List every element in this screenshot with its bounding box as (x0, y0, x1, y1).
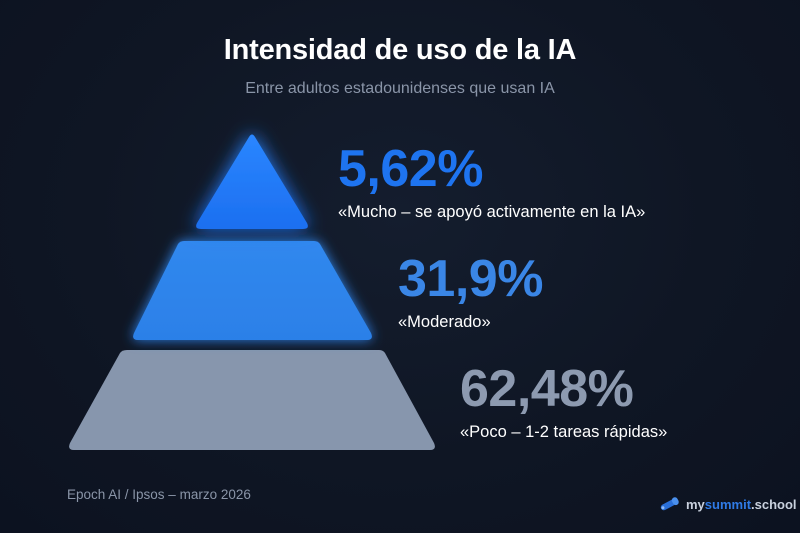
pyramid-tier-high (196, 134, 308, 229)
tier-description: «Moderado» (398, 313, 491, 331)
brand-part-school: .school (751, 496, 797, 512)
tier-value: 31,9% (398, 250, 543, 308)
pyramid-tier-low (69, 350, 435, 450)
tier-description: «Poco – 1-2 tareas rápidas» (460, 423, 668, 441)
tier-description: «Mucho – se apoyó activamente en la IA» (338, 203, 646, 221)
tier-label-moderate: 31,9% «Moderado» (398, 253, 543, 332)
brand-part-my: my (686, 496, 705, 512)
telescope-icon (660, 497, 679, 511)
pyramid-tier-moderate (133, 241, 372, 340)
chart-subtitle: Entre adultos estadounidenses que usan I… (245, 80, 555, 97)
chart-title: Intensidad de uso de la IA (223, 34, 577, 66)
tier-label-low: 62,48% «Poco – 1-2 tareas rápidas» (460, 363, 667, 442)
brand-logo: mysummit.school (658, 496, 797, 512)
tier-value: 62,48% (460, 360, 634, 418)
tier-value: 5,62% (338, 140, 483, 198)
brand-part-summit: summit (704, 496, 752, 512)
tier-label-high: 5,62% «Mucho – se apoyó activamente en l… (338, 143, 645, 222)
source-note: Epoch AI / Ipsos – marzo 2026 (67, 487, 251, 502)
